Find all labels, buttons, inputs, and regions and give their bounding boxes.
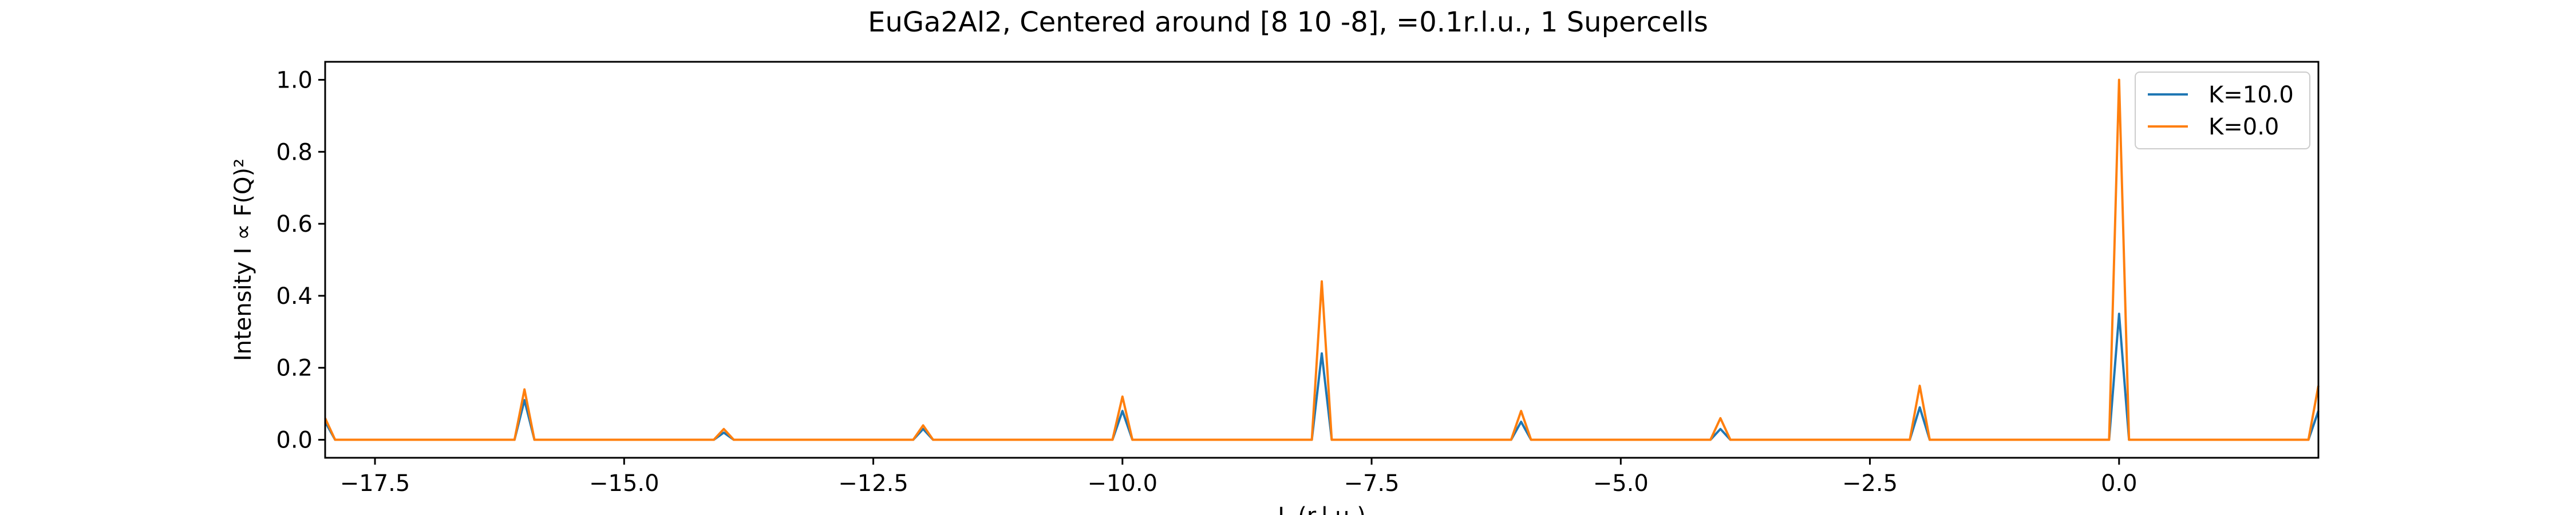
x-tick-label: −7.5 xyxy=(1344,470,1399,497)
x-tick-label: −12.5 xyxy=(838,470,908,497)
y-tick-label: 0.6 xyxy=(276,211,313,237)
series-line-k-0-0 xyxy=(324,78,2320,441)
x-tick-label: −15.0 xyxy=(589,470,659,497)
legend-box xyxy=(2135,72,2310,149)
plot-frame xyxy=(324,61,2320,459)
y-tick-label: 0.8 xyxy=(276,139,313,165)
x-tick-label: 0.0 xyxy=(2101,470,2138,497)
x-tick-label: −10.0 xyxy=(1088,470,1158,497)
x-tick-label: −17.5 xyxy=(340,470,410,497)
y-tick-label: 0.4 xyxy=(276,283,313,310)
y-axis: 0.0 0.2 0.4 0.6 0.8 1.0 xyxy=(276,67,325,454)
plot-area xyxy=(324,61,2320,459)
y-tick-label: 0.2 xyxy=(276,355,313,382)
legend-label-k0: K=0.0 xyxy=(2208,114,2279,140)
y-axis-label: Intensity I ∝ F(Q)² xyxy=(230,159,256,361)
chart-title: EuGa2Al2, Centered around [8 10 -8], =0.… xyxy=(868,6,1708,38)
x-axis-label: L (r.l.u.) xyxy=(1278,503,1366,515)
x-tick-label: −2.5 xyxy=(1842,470,1898,497)
legend-label-k10: K=10.0 xyxy=(2208,82,2294,108)
series-line-k-10-0 xyxy=(324,312,2320,441)
x-axis: −17.5 −15.0 −12.5 −10.0 −7.5 −5.0 −2.5 0.0 xyxy=(340,458,2138,497)
series-layer xyxy=(324,78,2320,441)
y-tick-label: 1.0 xyxy=(276,67,313,93)
x-tick-label: −5.0 xyxy=(1593,470,1649,497)
y-tick-label: 0.0 xyxy=(276,427,313,454)
legend: K=10.0 K=0.0 xyxy=(2135,72,2310,149)
